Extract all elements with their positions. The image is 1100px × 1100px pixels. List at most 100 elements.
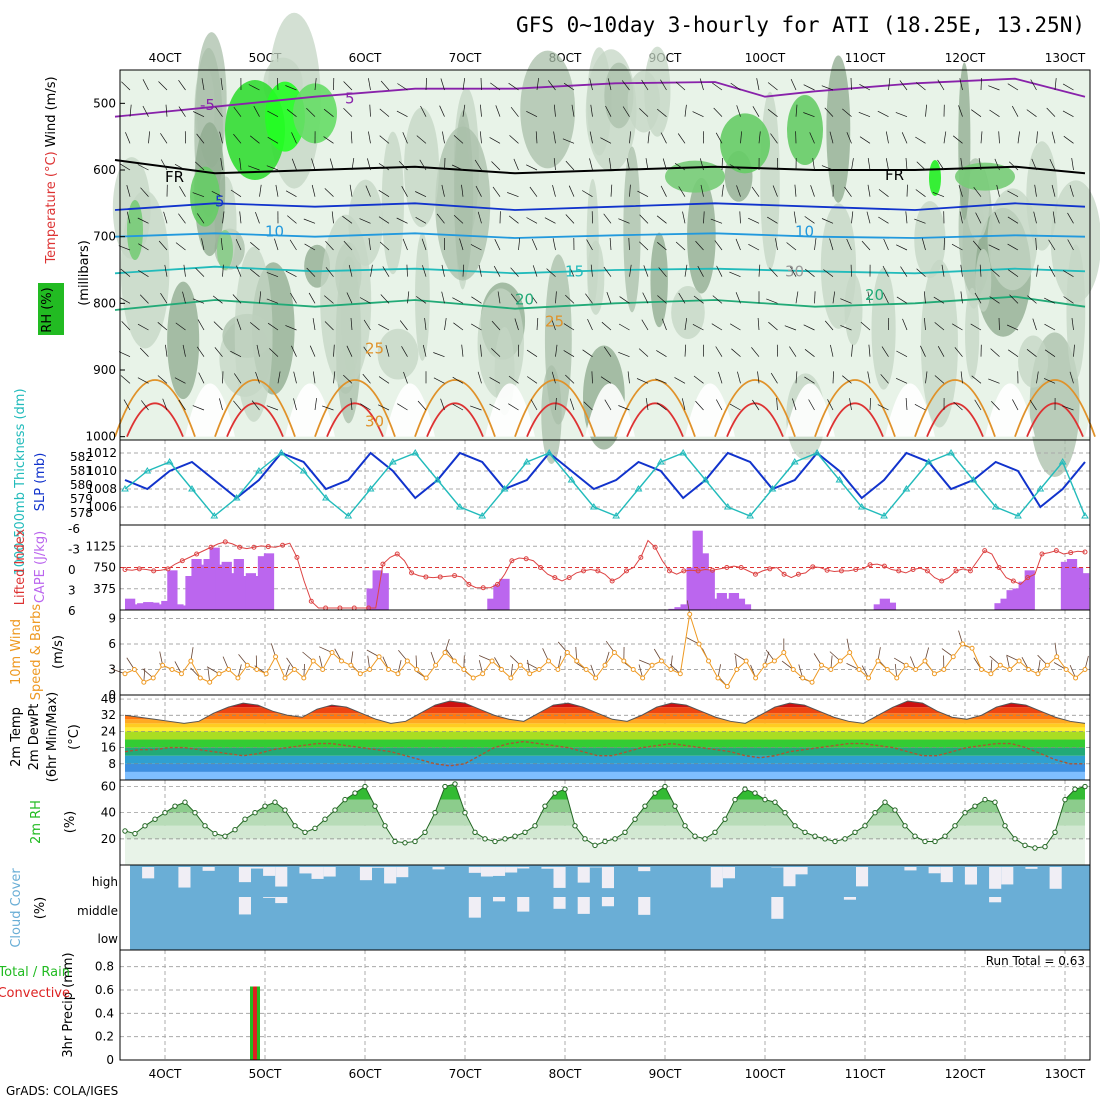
panel-border [119, 949, 1091, 1061]
wind-barb [571, 104, 575, 117]
wind-barb [293, 398, 297, 411]
wind-barb [201, 78, 205, 91]
wind-barb [718, 371, 723, 384]
x-tick-label-top: 7OCT [449, 51, 482, 65]
wind-barb [925, 371, 928, 384]
wind-barb [324, 295, 334, 304]
thickness-marker [768, 485, 777, 492]
wind-speed-marker [527, 671, 533, 677]
li-marker [251, 544, 257, 550]
wind-speed-marker [574, 658, 580, 664]
wind-barb [989, 296, 1000, 304]
wind-barb [213, 321, 223, 331]
wind-barb [178, 79, 186, 91]
temp-band [120, 695, 1090, 701]
cape-bar [879, 598, 890, 610]
wind-barb [693, 375, 704, 384]
wind-barb [675, 81, 686, 91]
wind-barb [692, 323, 704, 331]
wind-barb [475, 185, 482, 197]
wind-barb [312, 318, 316, 331]
wind-barb [758, 131, 761, 144]
wind-barb [378, 404, 390, 411]
li-marker [595, 568, 601, 574]
wind-barb [656, 108, 667, 117]
wind-speed-marker [442, 650, 448, 655]
temp-band [125, 763, 1085, 772]
wind-barb [120, 268, 131, 277]
wind-barb [195, 267, 205, 277]
rh2m-unit-label: (%) [63, 811, 78, 834]
cloud-mid-fill [275, 897, 288, 904]
wind-barb [900, 266, 908, 277]
li-marker [996, 565, 1002, 570]
rh-band [125, 783, 1085, 800]
wind-barb [306, 267, 316, 277]
wind-barb [1071, 318, 1074, 331]
wind-barb [849, 398, 852, 411]
wind-barb [236, 265, 242, 277]
wind-barb [767, 82, 778, 91]
wind-barb [757, 371, 760, 384]
cape-bar [378, 573, 389, 610]
wind-barb [767, 216, 778, 224]
thickness-marker [1036, 485, 1045, 492]
wind-barb [120, 375, 131, 384]
wind-speed-marker [913, 667, 919, 672]
li-marker [122, 567, 128, 573]
rh2m-marker [962, 809, 968, 816]
wind-speed-marker [706, 658, 712, 664]
wind-speed-marker [866, 675, 872, 681]
rh-contour-fill [435, 126, 491, 281]
wind-barb [441, 291, 445, 304]
wind-barb [552, 185, 556, 197]
temp-band [125, 719, 1085, 724]
wind-barb [789, 266, 797, 277]
thickness-marker [991, 503, 1000, 510]
wind-barb [827, 399, 834, 411]
slp-tick-label: 1006 [86, 500, 117, 514]
temp-tick-label: 24 [101, 724, 116, 738]
thickness-tick-label: 582 [70, 450, 93, 464]
wind-barb [603, 213, 612, 224]
wind-barb [285, 325, 297, 331]
thickness-marker [232, 494, 241, 501]
rh2m-marker [642, 803, 648, 809]
wind-barb [267, 322, 279, 331]
wind-barb [138, 243, 149, 251]
wind-barb [1007, 349, 1019, 357]
rh-contour-fill [320, 214, 372, 388]
li-marker [867, 562, 873, 568]
wind-barb [814, 238, 817, 251]
wind-barb [407, 291, 410, 304]
thickness-marker [433, 476, 442, 483]
cloud-high-fill [541, 867, 554, 869]
wind-barb [492, 186, 501, 197]
wind-speed-marker [555, 667, 561, 672]
wind-barb [510, 267, 519, 277]
wind-barb [607, 78, 612, 91]
li-marker [939, 578, 945, 584]
wind-barb [809, 132, 815, 144]
wind-barb [563, 350, 575, 357]
isotherm-label: 25 [365, 339, 384, 357]
wind-barb [256, 344, 260, 357]
cloud-high-fill [989, 867, 1002, 889]
wind-barb [478, 264, 482, 277]
wind-barb [994, 158, 1000, 171]
dry-region [385, 383, 435, 437]
thickness-marker [1058, 458, 1067, 465]
wind-barb [182, 291, 186, 304]
wind-barb [401, 346, 408, 357]
x-tick-label-bottom: 10OCT [745, 1067, 786, 1081]
cape-bar [493, 584, 504, 610]
wind-barb [972, 240, 982, 251]
li-marker [380, 561, 386, 567]
li-tick-label: -6 [68, 522, 80, 536]
wind-speed-marker [960, 641, 966, 647]
wind-barb [752, 106, 760, 117]
wind-barb [325, 240, 334, 251]
wind-barb [314, 78, 317, 91]
wind-barb [748, 217, 760, 224]
rh-high-fill [127, 200, 143, 260]
